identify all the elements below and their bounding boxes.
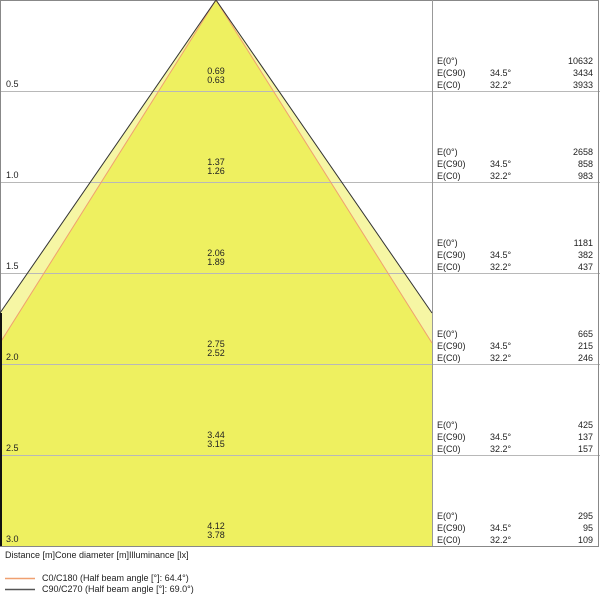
ec90-value: 137 xyxy=(577,432,593,442)
ec90-angle: 34.5° xyxy=(490,432,512,442)
e0-value: 2658 xyxy=(572,147,593,157)
ec90-angle: 34.5° xyxy=(490,341,512,351)
cone-diameter-c0: 3.15 xyxy=(207,439,225,449)
cone-diameter-c90: 4.12 xyxy=(207,521,225,531)
ec0-angle: 32.2° xyxy=(490,353,512,363)
ec0-label: E(C0) xyxy=(437,80,461,90)
ec0-value: 437 xyxy=(577,262,593,272)
c90-cone-line xyxy=(0,0,433,314)
cone-diameter-c90: 3.44 xyxy=(207,430,225,440)
e0-label: E(0°) xyxy=(437,511,458,521)
table-header: Distance [m]Cone diameter [m]Illuminance… xyxy=(5,550,189,560)
ec90-value: 95 xyxy=(582,523,593,533)
ec0-value: 3933 xyxy=(572,80,593,90)
cone-diameter-c0: 1.89 xyxy=(207,257,225,267)
e0-label: E(0°) xyxy=(437,329,458,339)
ec90-value: 858 xyxy=(577,159,593,169)
e0-value: 10632 xyxy=(567,56,593,66)
cone-diameter-c0: 0.63 xyxy=(207,75,225,85)
ec0-label: E(C0) xyxy=(437,171,461,181)
cone-diameter-c90: 0.69 xyxy=(207,66,225,76)
distance-label: 1.5 xyxy=(6,261,19,271)
ec90-angle: 34.5° xyxy=(490,250,512,260)
distance-label: 3.0 xyxy=(6,534,19,544)
ec90-label: E(C90) xyxy=(437,432,466,442)
e0-label: E(0°) xyxy=(437,147,458,157)
distance-label: 2.5 xyxy=(6,443,19,453)
ec90-label: E(C90) xyxy=(437,68,466,78)
ec0-label: E(C0) xyxy=(437,353,461,363)
ec0-angle: 32.2° xyxy=(490,535,512,545)
chart-frame xyxy=(0,0,599,547)
ec90-label: E(C90) xyxy=(437,250,466,260)
e0-value: 665 xyxy=(577,329,593,339)
ec90-value: 3434 xyxy=(572,68,593,78)
ec0-label: E(C0) xyxy=(437,535,461,545)
cone-diameter-c0: 2.52 xyxy=(207,348,225,358)
ec90-angle: 34.5° xyxy=(490,523,512,533)
ec90-angle: 34.5° xyxy=(490,68,512,78)
ec0-label: E(C0) xyxy=(437,444,461,454)
ec90-angle: 34.5° xyxy=(490,159,512,169)
ec0-value: 983 xyxy=(577,171,593,181)
e0-label: E(0°) xyxy=(437,238,458,248)
legend-c90: C90/C270 (Half beam angle [°]: 69.0°) xyxy=(42,584,194,594)
cone-diameter-c90: 1.37 xyxy=(207,157,225,167)
ec0-angle: 32.2° xyxy=(490,262,512,272)
cone-diameter-c90: 2.06 xyxy=(207,248,225,258)
ec90-value: 215 xyxy=(577,341,593,351)
legend-c0: C0/C180 (Half beam angle [°]: 64.4°) xyxy=(42,573,189,583)
ec0-value: 157 xyxy=(577,444,593,454)
cone-diameter-c0: 3.78 xyxy=(207,530,225,540)
grid-lines xyxy=(0,91,600,456)
e0-value: 1181 xyxy=(573,238,593,248)
cone-diameter-c0: 1.26 xyxy=(207,166,225,176)
distance-label: 1.0 xyxy=(6,170,19,180)
ec0-angle: 32.2° xyxy=(490,444,512,454)
ec90-label: E(C90) xyxy=(437,159,466,169)
distance-label: 2.0 xyxy=(6,352,19,362)
e0-value: 295 xyxy=(577,511,593,521)
ec0-angle: 32.2° xyxy=(490,171,512,181)
cone-diameter-c90: 2.75 xyxy=(207,339,225,349)
e0-value: 425 xyxy=(577,420,593,430)
ec0-value: 109 xyxy=(577,535,593,545)
e0-label: E(0°) xyxy=(437,420,458,430)
ec0-angle: 32.2° xyxy=(490,80,512,90)
c0-cone-line xyxy=(0,0,433,344)
e0-label: E(0°) xyxy=(437,56,458,66)
ec90-label: E(C90) xyxy=(437,341,466,351)
distance-label: 0.5 xyxy=(6,79,19,89)
ec0-label: E(C0) xyxy=(437,262,461,272)
ec90-value: 382 xyxy=(577,250,593,260)
ec90-label: E(C90) xyxy=(437,523,466,533)
ec0-value: 246 xyxy=(577,353,593,363)
